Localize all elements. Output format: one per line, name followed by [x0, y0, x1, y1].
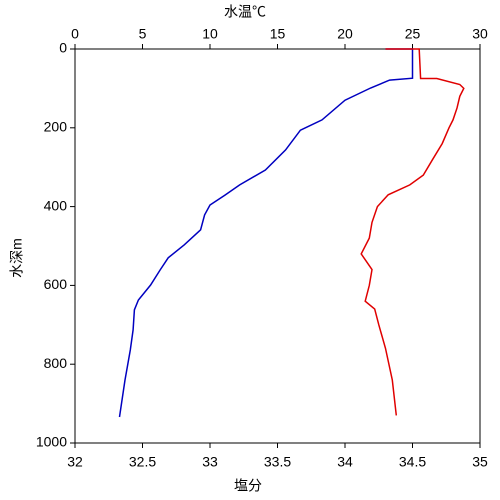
y-tick-label: 200 [44, 119, 68, 135]
x-tick-label: 35 [472, 454, 488, 470]
x2-tick-label: 0 [71, 26, 79, 42]
x2-tick-label: 10 [202, 26, 218, 42]
x2-tick-label: 25 [405, 26, 421, 42]
x2-tick-label: 15 [270, 26, 286, 42]
x-tick-label: 34.5 [399, 454, 426, 470]
x-tick-label: 34 [337, 454, 353, 470]
bottom-axis-label: 塩分 [234, 478, 262, 494]
x-tick-label: 33.5 [264, 454, 291, 470]
y-tick-label: 400 [44, 197, 68, 213]
profile-line [118, 48, 414, 418]
y-tick-label: 1000 [36, 434, 67, 450]
x-tick-label: 32 [67, 454, 83, 470]
y-tick-label: 800 [44, 355, 68, 371]
x-tick-label: 32.5 [129, 454, 156, 470]
top-axis-label: 水温℃ [224, 4, 266, 20]
y-axis-label: 水深m [9, 238, 25, 278]
plot-frame [74, 48, 481, 444]
x2-tick-label: 5 [139, 26, 147, 42]
y-tick-label: 0 [59, 40, 67, 56]
x-tick-label: 33 [202, 454, 218, 470]
x2-tick-label: 30 [472, 26, 488, 42]
y-tick-label: 600 [44, 276, 68, 292]
x2-tick-label: 20 [337, 26, 353, 42]
profile-line [360, 48, 465, 416]
